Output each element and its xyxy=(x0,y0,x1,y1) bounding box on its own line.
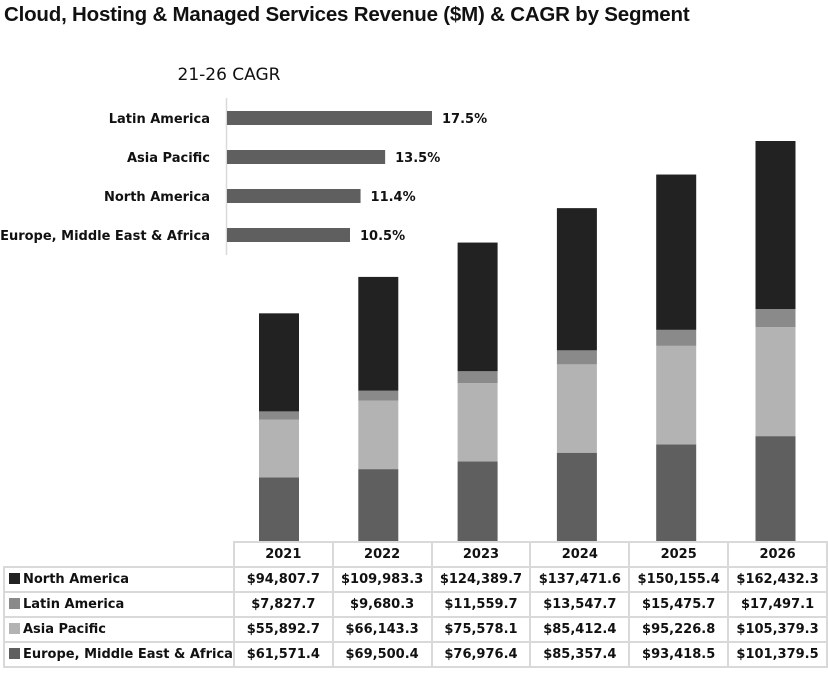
bar-segment-north-america-2022 xyxy=(358,276,399,391)
legend-entry: Latin America xyxy=(3,591,235,618)
data-label: $75,578.1 xyxy=(430,616,532,643)
data-label: $85,357.4 xyxy=(529,641,631,668)
cagr-value-label: 17.5% xyxy=(442,112,487,127)
data-label: $150,155.4 xyxy=(628,566,730,593)
table-header-row: 2021 2022 2023 2024 2025 2026 xyxy=(4,541,828,568)
data-label: $17,497.1 xyxy=(727,591,828,618)
x-tick-label: 2025 xyxy=(628,541,730,568)
bar-segment-north-america-2023 xyxy=(457,242,498,372)
data-label: $69,500.4 xyxy=(331,641,433,668)
table-row: Latin America $7,827.7 $9,680.3 $11,559.7 $1… xyxy=(3,591,828,618)
legend-label: Latin America xyxy=(23,597,125,612)
bar-segment-europe-middle-east-africa-2022 xyxy=(358,469,399,541)
bar-segment-north-america-2021 xyxy=(259,313,299,412)
legend-swatch-icon xyxy=(9,623,20,634)
column-2022 xyxy=(358,276,399,541)
cagr-bar-asia-pacific xyxy=(227,150,386,164)
x-tick-label: 2021 xyxy=(232,541,334,568)
legend-swatch-icon xyxy=(9,573,20,584)
cagr-category-label: Europe, Middle East & Africa xyxy=(0,229,210,244)
bar-segment-asia-pacific-2022 xyxy=(358,400,399,470)
data-label: $85,412.4 xyxy=(529,616,631,643)
bar-segment-europe-middle-east-africa-2026 xyxy=(755,436,796,541)
x-tick-label: 2026 xyxy=(727,541,828,568)
cagr-bar-europe-middle-east-africa xyxy=(227,228,350,242)
cagr-bar-latin-america xyxy=(227,111,432,125)
cagr-inset: 21-26 CAGR Latin America 17.5% Asia Pacifi… xyxy=(0,65,487,255)
bar-segment-europe-middle-east-africa-2021 xyxy=(259,477,299,541)
data-label: $76,976.4 xyxy=(430,641,532,668)
table-row: Europe, Middle East & Africa $61,571.4 $69… xyxy=(3,641,828,668)
data-label: $109,983.3 xyxy=(331,566,433,593)
legend-entry: Asia Pacific xyxy=(3,616,235,643)
x-tick-label: 2024 xyxy=(529,541,631,568)
bar-segment-latin-america-2025 xyxy=(656,329,697,346)
bar-segment-latin-america-2023 xyxy=(457,371,498,384)
data-label: $95,226.8 xyxy=(628,616,730,643)
column-2024 xyxy=(556,208,597,541)
data-table-legend: 2021 2022 2023 2024 2025 2026 North America $9… xyxy=(3,541,828,668)
cagr-value-label: 11.4% xyxy=(371,190,416,205)
data-label: $94,807.7 xyxy=(232,566,334,593)
bar-segment-europe-middle-east-africa-2025 xyxy=(656,444,697,541)
bar-segment-latin-america-2021 xyxy=(259,411,299,420)
data-label: $55,892.7 xyxy=(232,616,334,643)
data-label: $66,143.3 xyxy=(331,616,433,643)
bar-segment-asia-pacific-2021 xyxy=(259,419,299,478)
bar-segment-asia-pacific-2025 xyxy=(656,345,697,445)
data-label: $61,571.4 xyxy=(232,641,334,668)
bar-segment-north-america-2025 xyxy=(656,174,697,330)
bar-segment-asia-pacific-2024 xyxy=(556,364,597,453)
data-label: $13,547.7 xyxy=(529,591,631,618)
data-label: $101,379.5 xyxy=(727,641,828,668)
cagr-category-label: Latin America xyxy=(109,112,210,127)
data-label: $137,471.6 xyxy=(529,566,631,593)
column-2023 xyxy=(457,242,498,541)
stacked-columns xyxy=(259,141,796,541)
bar-segment-asia-pacific-2026 xyxy=(755,327,796,437)
x-tick-label: 2022 xyxy=(331,541,433,568)
data-label: $105,379.3 xyxy=(727,616,828,643)
cagr-bar-north-america xyxy=(227,189,361,203)
cagr-category-label: Asia Pacific xyxy=(127,151,210,166)
table-row: North America $94,807.7 $109,983.3 $124,389… xyxy=(3,566,828,593)
data-label: $162,432.3 xyxy=(727,566,828,593)
bar-segment-europe-middle-east-africa-2024 xyxy=(556,452,597,541)
cagr-value-label: 10.5% xyxy=(360,229,405,244)
chart-title: Cloud, Hosting & Managed Services Revenu… xyxy=(4,3,690,26)
bar-segment-latin-america-2022 xyxy=(358,390,399,401)
bar-segment-north-america-2026 xyxy=(755,141,796,310)
legend-label: Europe, Middle East & Africa xyxy=(23,647,233,662)
column-2026 xyxy=(755,141,796,541)
legend-swatch-icon xyxy=(9,648,20,659)
data-label: $7,827.7 xyxy=(232,591,334,618)
x-tick-label: 2023 xyxy=(430,541,532,568)
bar-segment-asia-pacific-2023 xyxy=(457,383,498,462)
bar-segment-europe-middle-east-africa-2023 xyxy=(457,461,498,541)
data-label: $11,559.7 xyxy=(430,591,532,618)
cagr-value-label: 13.5% xyxy=(395,151,440,166)
data-label: $9,680.3 xyxy=(331,591,433,618)
data-label: $93,418.5 xyxy=(628,641,730,668)
legend-entry: Europe, Middle East & Africa xyxy=(3,641,235,668)
legend-label: North America xyxy=(23,572,129,587)
bar-segment-north-america-2024 xyxy=(556,208,597,351)
cagr-inset-title: 21-26 CAGR xyxy=(178,65,281,85)
data-label: $15,475.7 xyxy=(628,591,730,618)
legend-entry: North America xyxy=(3,566,235,593)
bar-segment-latin-america-2024 xyxy=(556,350,597,365)
column-2021 xyxy=(259,313,299,541)
legend-swatch-icon xyxy=(9,598,20,609)
data-label: $124,389.7 xyxy=(430,566,532,593)
column-2025 xyxy=(656,174,697,541)
legend-label: Asia Pacific xyxy=(23,622,107,637)
table-corner xyxy=(4,542,235,567)
cagr-category-label: North America xyxy=(104,190,210,205)
table-row: Asia Pacific $55,892.7 $66,143.3 $75,578.1 $… xyxy=(3,616,828,643)
bar-segment-latin-america-2026 xyxy=(755,309,796,328)
